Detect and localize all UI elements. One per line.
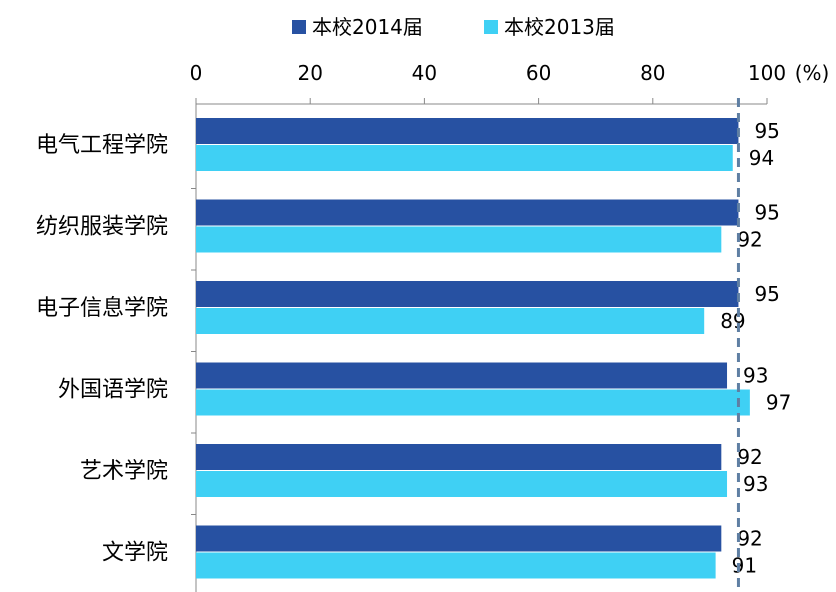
- data-label: 91: [732, 554, 757, 578]
- x-unit-label: (%): [795, 61, 830, 85]
- data-label: 95: [754, 201, 779, 225]
- bar-2013: [196, 389, 750, 416]
- bar-2014: [196, 199, 739, 226]
- category-label: 电气工程学院: [36, 133, 168, 158]
- data-label: 93: [743, 472, 768, 496]
- category-label: 纺织服装学院: [36, 215, 168, 240]
- category-label: 电子信息学院: [36, 296, 168, 321]
- x-tick-label: 60: [526, 61, 551, 85]
- legend-item-2014: 本校2014届: [292, 12, 423, 42]
- data-label: 97: [766, 391, 791, 415]
- bar-2013: [196, 552, 716, 579]
- bar-2013: [196, 226, 722, 253]
- x-tick-label: 40: [412, 61, 437, 85]
- legend-swatch-2013: [484, 20, 498, 34]
- bar-2014: [196, 362, 728, 389]
- data-label: 95: [754, 119, 779, 143]
- legend-swatch-2014: [292, 20, 306, 34]
- category-label: 外国语学院: [58, 378, 168, 403]
- data-label: 92: [737, 527, 762, 551]
- x-tick-label: 20: [297, 61, 322, 85]
- data-label: 95: [754, 282, 779, 306]
- x-tick-label: 0: [190, 61, 203, 85]
- category-label: 文学院: [102, 541, 168, 566]
- category-label: 艺术学院: [80, 459, 168, 484]
- legend-label-2013: 本校2013届: [504, 15, 615, 39]
- bar-2013: [196, 145, 733, 171]
- data-label: 92: [737, 445, 762, 469]
- data-label: 89: [720, 309, 745, 333]
- legend-label-2014: 本校2014届: [312, 15, 423, 39]
- data-label: 92: [737, 228, 762, 252]
- bar-2014: [196, 525, 722, 552]
- bar-2014: [196, 444, 722, 470]
- data-label: 94: [749, 146, 774, 170]
- bar-2014: [196, 281, 739, 307]
- chart-legend: 本校2014届 本校2013届: [0, 12, 836, 42]
- x-tick-label: 100: [748, 61, 786, 85]
- data-label: 93: [743, 364, 768, 388]
- x-tick-label: 80: [640, 61, 665, 85]
- legend-item-2013: 本校2013届: [484, 12, 615, 42]
- bar-2013: [196, 471, 728, 497]
- bar-2014: [196, 118, 739, 144]
- bar-2013: [196, 308, 705, 334]
